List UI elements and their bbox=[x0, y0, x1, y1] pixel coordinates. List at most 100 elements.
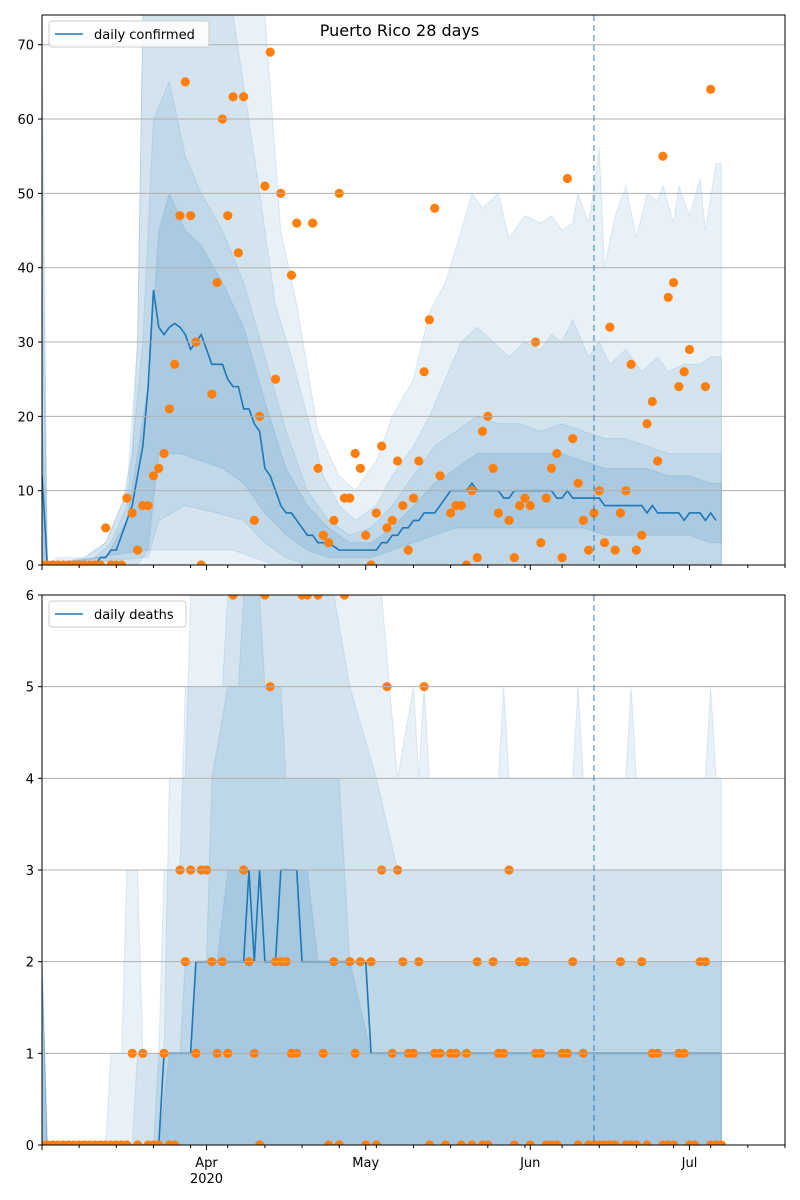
y-tick-label-1: 1 bbox=[26, 1047, 34, 1062]
legend: daily deaths bbox=[48, 600, 187, 628]
data-point-97 bbox=[589, 508, 599, 518]
y-tick-label-1: 10 bbox=[17, 485, 34, 500]
data-point-112 bbox=[642, 1140, 652, 1145]
data-point-88 bbox=[541, 493, 551, 503]
data-point-36 bbox=[228, 595, 238, 600]
data-point-77 bbox=[456, 1140, 466, 1145]
data-point-110 bbox=[631, 1140, 641, 1145]
data-point-106 bbox=[637, 530, 647, 540]
data-point-71 bbox=[424, 1140, 435, 1145]
data-point-91 bbox=[557, 552, 567, 563]
data-point-55 bbox=[355, 463, 366, 473]
data-point-84 bbox=[520, 493, 530, 503]
data-point-18 bbox=[132, 545, 143, 555]
data-point-30 bbox=[196, 560, 206, 565]
data-point-50 bbox=[313, 595, 323, 600]
y-tick-label-3: 3 bbox=[26, 864, 34, 879]
data-point-12 bbox=[101, 523, 111, 533]
data-point-64 bbox=[403, 545, 413, 555]
data-point-38 bbox=[249, 515, 259, 526]
y-tick-label-6: 60 bbox=[17, 113, 34, 128]
data-point-17 bbox=[127, 508, 137, 518]
y-tick-label-2: 2 bbox=[26, 956, 34, 971]
data-point-94 bbox=[573, 478, 583, 488]
data-point-23 bbox=[159, 448, 169, 459]
data-point-66 bbox=[414, 456, 424, 466]
data-point-110 bbox=[658, 151, 668, 161]
data-point-79 bbox=[488, 463, 498, 473]
data-point-16 bbox=[122, 493, 132, 503]
data-point-77 bbox=[477, 426, 488, 436]
legend-label: daily deaths bbox=[94, 608, 174, 623]
data-point-104 bbox=[626, 359, 636, 369]
data-point-32 bbox=[212, 277, 222, 288]
data-point-60 bbox=[382, 523, 392, 533]
y-tick-label-6: 6 bbox=[26, 589, 34, 604]
data-point-65 bbox=[408, 493, 419, 503]
legend-box bbox=[48, 20, 210, 48]
plot-area bbox=[42, 15, 722, 565]
data-point-55 bbox=[339, 595, 350, 600]
data-point-89 bbox=[546, 463, 557, 473]
data-point-45 bbox=[292, 218, 302, 228]
data-point-117 bbox=[706, 84, 716, 94]
y-tick-label-0: 0 bbox=[26, 1139, 34, 1154]
data-point-105 bbox=[631, 545, 642, 555]
data-point-54 bbox=[350, 448, 360, 459]
data-point-56 bbox=[361, 530, 371, 540]
data-point-34 bbox=[223, 211, 233, 221]
uncertainty-band-0 bbox=[42, 15, 722, 565]
data-point-126 bbox=[716, 1140, 726, 1145]
data-point-108 bbox=[647, 396, 657, 407]
data-point-68 bbox=[424, 315, 435, 325]
data-point-93 bbox=[568, 434, 578, 444]
data-point-102 bbox=[615, 508, 626, 518]
data-point-67 bbox=[419, 367, 429, 377]
data-point-85 bbox=[525, 500, 535, 511]
data-point-37 bbox=[239, 92, 249, 102]
data-point-21 bbox=[148, 471, 159, 481]
data-point-83 bbox=[515, 500, 525, 511]
data-point-76 bbox=[472, 552, 482, 563]
data-point-41 bbox=[265, 47, 275, 57]
data-point-11 bbox=[95, 560, 105, 565]
data-point-112 bbox=[668, 277, 679, 288]
data-point-36 bbox=[233, 248, 243, 258]
data-point-117 bbox=[668, 1140, 679, 1145]
data-point-90 bbox=[552, 448, 562, 459]
data-point-27 bbox=[180, 77, 190, 87]
data-point-53 bbox=[345, 493, 355, 503]
data-point-107 bbox=[642, 419, 652, 429]
data-point-47 bbox=[313, 463, 323, 473]
data-point-44 bbox=[286, 270, 297, 280]
data-point-95 bbox=[552, 1140, 562, 1145]
y-tick-label-5: 50 bbox=[17, 187, 34, 202]
data-point-90 bbox=[525, 1140, 535, 1145]
y-tick-label-4: 40 bbox=[17, 262, 34, 277]
data-point-87 bbox=[536, 538, 546, 548]
data-point-50 bbox=[329, 515, 339, 526]
data-point-71 bbox=[446, 508, 456, 518]
data-point-81 bbox=[504, 515, 514, 526]
series-line bbox=[42, 289, 717, 565]
data-point-58 bbox=[371, 508, 381, 518]
data-point-49 bbox=[323, 538, 334, 548]
y-tick-label-2: 20 bbox=[17, 410, 34, 425]
data-point-16 bbox=[122, 1140, 132, 1145]
data-point-74 bbox=[440, 1140, 450, 1145]
chart-title: Puerto Rico 28 days bbox=[320, 21, 480, 40]
data-point-35 bbox=[228, 92, 238, 102]
data-point-113 bbox=[674, 382, 684, 392]
data-point-59 bbox=[377, 441, 387, 451]
data-point-99 bbox=[573, 1140, 583, 1145]
y-tick-label-7: 70 bbox=[17, 39, 34, 54]
data-point-31 bbox=[207, 389, 217, 399]
data-point-59 bbox=[361, 1140, 371, 1145]
data-point-28 bbox=[186, 211, 196, 221]
data-point-116 bbox=[700, 382, 710, 392]
data-point-48 bbox=[318, 530, 328, 540]
data-point-74 bbox=[461, 560, 472, 565]
data-point-63 bbox=[398, 500, 408, 511]
data-point-41 bbox=[260, 595, 270, 600]
